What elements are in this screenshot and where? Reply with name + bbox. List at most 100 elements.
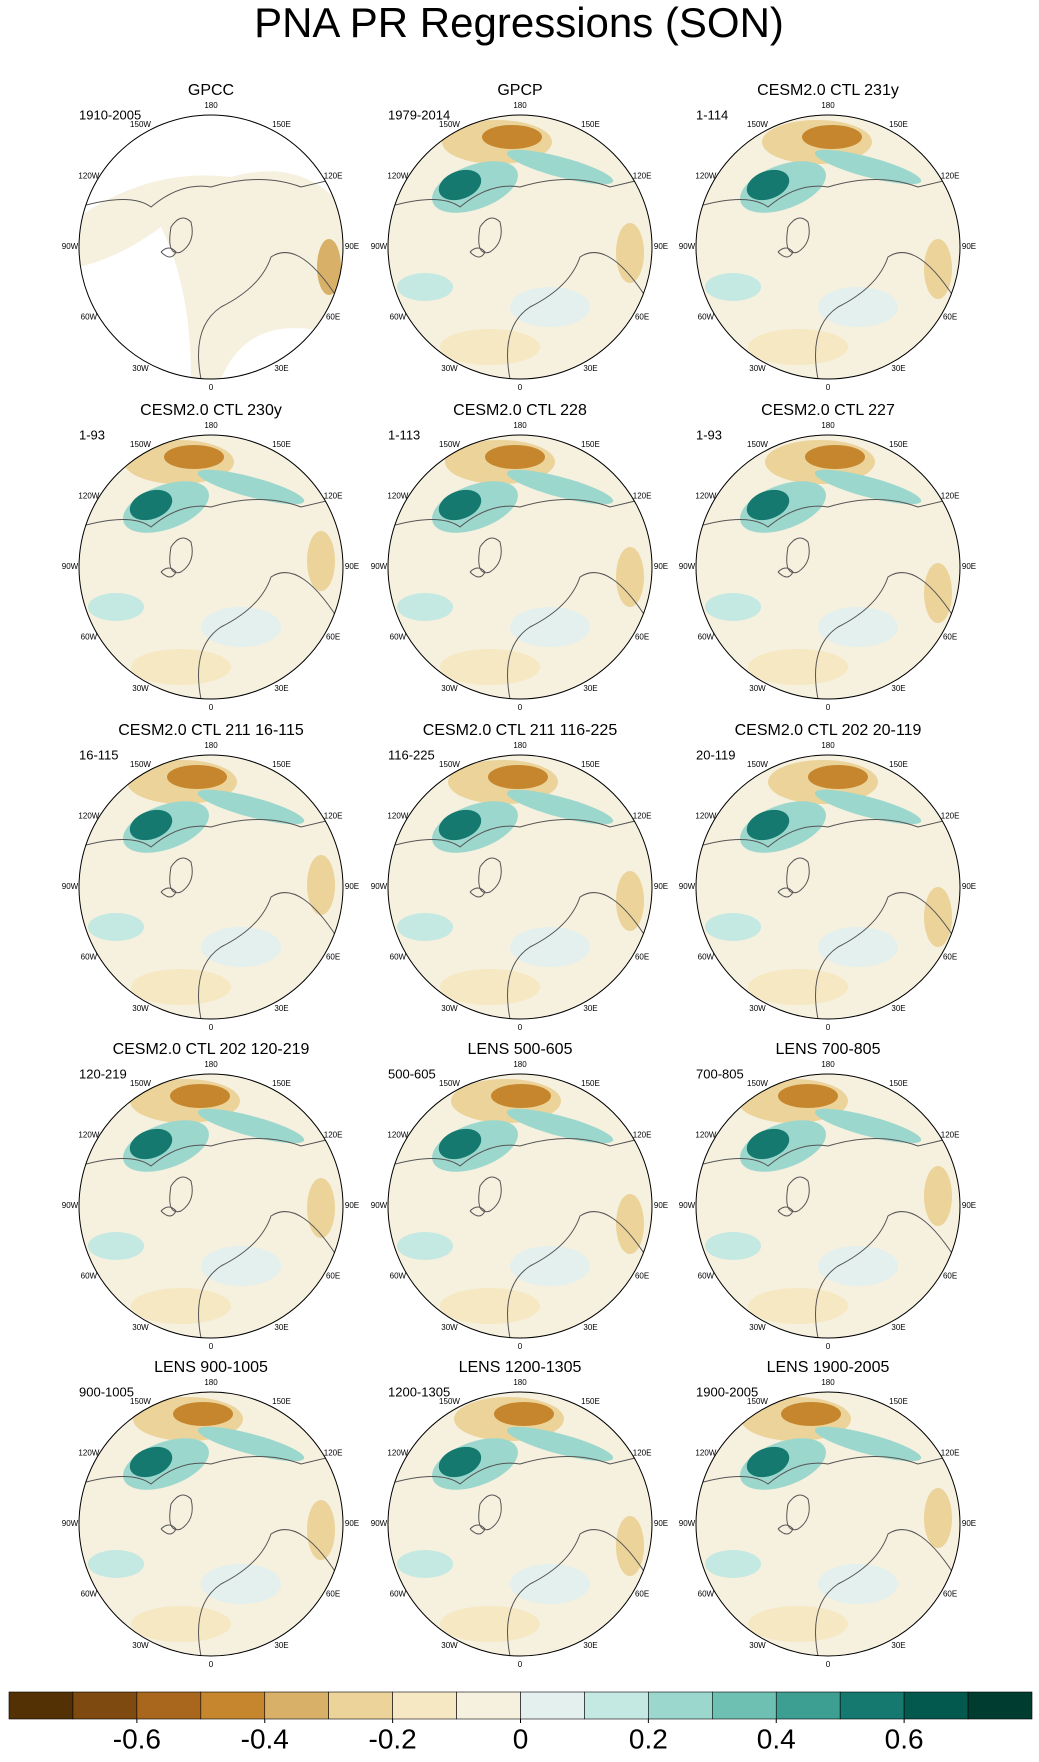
coastline — [777, 1176, 810, 1217]
longitude-label: 120E — [324, 1131, 343, 1140]
longitude-label: 180 — [821, 1378, 835, 1387]
pattern — [197, 789, 305, 825]
pattern — [808, 765, 868, 789]
longitude-label: 150W — [439, 760, 460, 769]
longitude-label: 150W — [747, 440, 768, 449]
longitude-label: 150W — [439, 440, 460, 449]
pattern — [814, 149, 922, 185]
longitude-label: 60W — [390, 313, 407, 322]
panel-title: LENS 1900-2005 — [767, 1359, 890, 1376]
colorbar-box — [712, 1691, 777, 1720]
longitude-label: 60W — [698, 313, 715, 322]
pattern — [440, 1288, 540, 1324]
pattern — [170, 1084, 230, 1108]
panel-period: 1-113 — [388, 427, 420, 442]
panel-title: CESM2.0 CTL 211 116-225 — [423, 722, 618, 739]
longitude-label: 30W — [441, 364, 458, 373]
pattern — [781, 1402, 841, 1426]
pattern — [818, 927, 898, 967]
longitude-label: 90W — [371, 1519, 388, 1528]
longitude-label: 30E — [274, 364, 288, 373]
longitude-label: 150E — [889, 440, 908, 449]
colorbar-box — [839, 1691, 905, 1720]
longitude-label: 60E — [635, 953, 649, 962]
coastline — [815, 252, 960, 379]
longitude-label: 120E — [633, 812, 652, 821]
longitude-label: 60E — [635, 1272, 649, 1281]
coastline — [388, 176, 652, 208]
longitude-label: 120W — [695, 492, 716, 501]
pattern — [482, 125, 542, 149]
pattern — [129, 489, 173, 521]
colorbar-box — [8, 1691, 74, 1720]
longitude-label: 60W — [390, 953, 407, 962]
map-field — [388, 1392, 652, 1656]
colorbar-box — [328, 1691, 393, 1720]
colorbar-box — [967, 1691, 1033, 1720]
longitude-label: 180 — [821, 741, 835, 750]
map-border — [387, 114, 653, 380]
longitude-label: 120E — [941, 492, 960, 501]
panel-period: 1200-1305 — [388, 1384, 450, 1399]
longitude-label: 0 — [209, 1660, 214, 1669]
longitude-label: 150W — [130, 1397, 151, 1406]
map-border — [695, 754, 961, 1020]
map-border — [695, 114, 961, 380]
pattern — [746, 489, 790, 521]
longitude-label: 90W — [679, 882, 696, 891]
longitude-label: 90W — [679, 1519, 696, 1528]
coastline — [507, 1211, 652, 1338]
longitude-label: 30E — [274, 684, 288, 693]
panel-period: 1-93 — [79, 427, 105, 442]
longitude-label: 150W — [439, 120, 460, 129]
colorbar-box — [584, 1691, 649, 1720]
pattern — [748, 1606, 848, 1642]
longitude-label: 60W — [698, 1590, 715, 1599]
longitude-label: 120W — [78, 1449, 99, 1458]
longitude-label: 90W — [62, 562, 79, 571]
longitude-label: 0 — [209, 703, 214, 712]
longitude-label: 90W — [371, 1201, 388, 1210]
longitude-label: 120W — [387, 492, 408, 501]
pattern — [746, 1446, 790, 1478]
longitude-label: 30W — [749, 1004, 766, 1013]
longitude-label: 90W — [62, 882, 79, 891]
longitude-label: 60E — [943, 1590, 957, 1599]
pattern — [814, 469, 922, 505]
map-border — [387, 1391, 653, 1657]
longitude-label: 0 — [826, 1342, 831, 1351]
pattern — [129, 1128, 173, 1160]
pattern — [397, 913, 453, 941]
land-mask — [79, 171, 343, 379]
longitude-label: 30W — [749, 1323, 766, 1332]
map-panel: GPCP 1979-2014 180 150E 120E 90E 60E 30E 0 30W 60W… — [371, 82, 668, 392]
longitude-label: 60E — [943, 313, 957, 322]
pattern — [201, 1564, 281, 1604]
longitude-label: 0 — [209, 383, 214, 392]
coastline — [507, 1529, 652, 1656]
longitude-label: 180 — [513, 1378, 527, 1387]
pattern — [616, 871, 644, 931]
colorbar-box — [520, 1691, 585, 1720]
longitude-label: 180 — [204, 101, 218, 110]
pattern — [802, 125, 862, 149]
map-border — [387, 1073, 653, 1339]
longitude-label: 120W — [78, 172, 99, 181]
map-border — [78, 114, 344, 380]
longitude-label: 0 — [209, 1023, 214, 1032]
panel-title: LENS 900-1005 — [154, 1359, 268, 1376]
longitude-label: 150E — [889, 1079, 908, 1088]
pattern — [814, 789, 922, 825]
coastline — [469, 217, 502, 258]
longitude-label: 120E — [633, 172, 652, 181]
longitude-label: 60W — [81, 953, 98, 962]
panel-period: 1-114 — [696, 107, 728, 122]
panel-title: CESM2.0 CTL 231y — [757, 82, 899, 99]
longitude-label: 150W — [439, 1079, 460, 1088]
panel-title: LENS 1200-1305 — [459, 1359, 582, 1376]
map-panel: CESM2.0 CTL 227 1-93 180 150E 120E 90E 60E 30E 0… — [679, 402, 976, 712]
pattern — [167, 765, 227, 789]
map-panel: LENS 1900-2005 1900-2005 180 150E 120E 90E 60E… — [679, 1359, 976, 1669]
longitude-label: 150E — [272, 120, 291, 129]
longitude-label: 120W — [387, 1131, 408, 1140]
